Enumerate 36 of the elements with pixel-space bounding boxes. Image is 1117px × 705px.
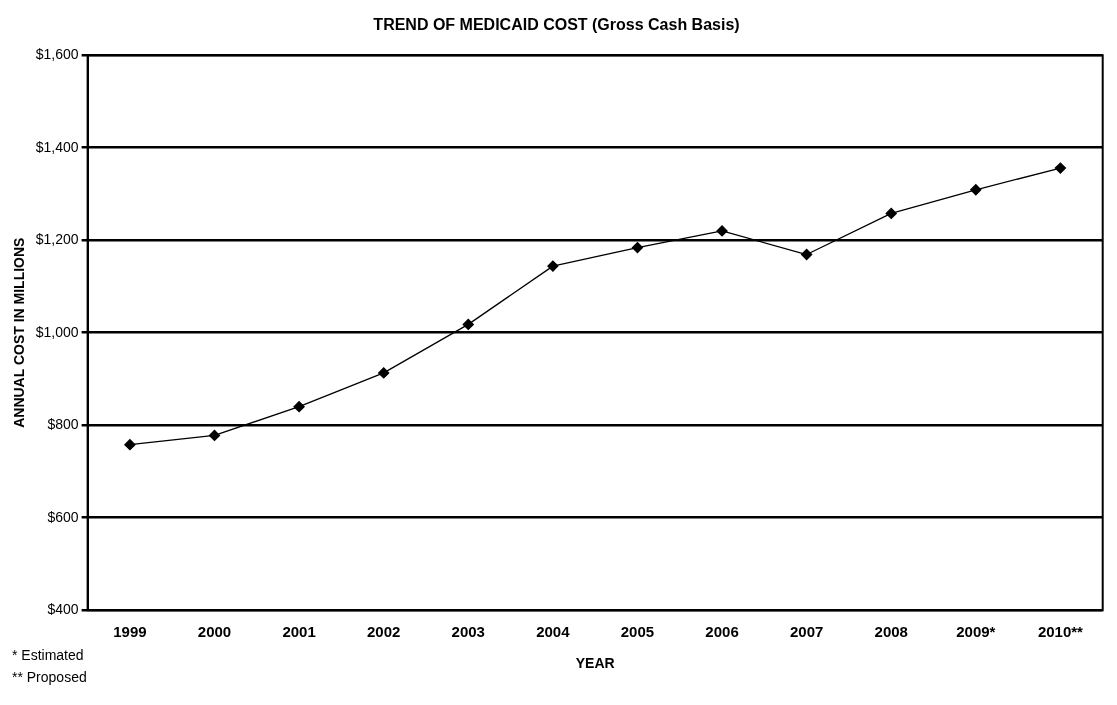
y-tick-label: $1,200 [35,231,79,248]
text: ** Proposed [12,668,87,685]
point [885,207,897,220]
x-tick-label: 1999 [113,623,147,641]
point [208,429,221,442]
point [378,367,390,379]
point [800,248,813,261]
point [293,401,305,413]
y-tick-label: $800 [47,416,79,433]
chart-title: TREND OF MEDICAID COST (Gross Cash Basis) [373,16,740,34]
x-tick-label: 2002 [367,623,401,641]
x-tick-label: 2006 [705,623,739,641]
x-tick-label: 2003 [451,623,485,641]
x-tick-label: 2007 [789,623,824,641]
x-tick-label: 2008 [874,623,908,641]
y-tick-label: $1,000 [35,323,79,340]
point [631,241,644,254]
x-tick-label: 2005 [620,623,655,641]
point [970,184,982,196]
x-tick-label: 2004 [536,623,571,641]
x-tick-label: 2001 [282,623,316,641]
x-tick-label: 2010** [1037,623,1084,641]
x-tick-label: 2000 [197,623,232,641]
y-tick-label: $1,600 [35,46,79,63]
x-tick-label: 2009* [956,623,996,641]
point [716,225,728,237]
y-tick-label: $600 [47,508,79,525]
y-tick-label: $400 [47,601,79,618]
y-tick-label: $1,400 [35,138,79,155]
y-axis-title: ANNUAL COST IN MILLIONS [11,237,28,428]
point [1054,162,1067,174]
text: * Estimated [12,646,84,663]
point [124,438,136,451]
point [547,260,559,272]
x-axis-title: YEAR [575,655,615,672]
point [462,318,474,331]
